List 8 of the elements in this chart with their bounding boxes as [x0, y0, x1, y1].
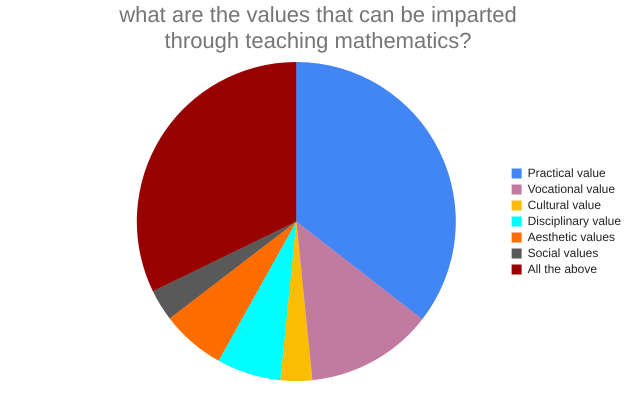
legend-label: All the above	[528, 262, 598, 276]
legend-label: Practical value	[528, 166, 606, 180]
legend-label: Disciplinary value	[528, 214, 622, 228]
legend-label: Cultural value	[528, 198, 602, 212]
chart-title: what are the values that can be imparted through teaching mathematics?	[118, 2, 518, 54]
legend-label: Social values	[528, 246, 598, 260]
legend-label: Aesthetic values	[528, 230, 616, 244]
legend-label: Vocational value	[528, 182, 616, 196]
